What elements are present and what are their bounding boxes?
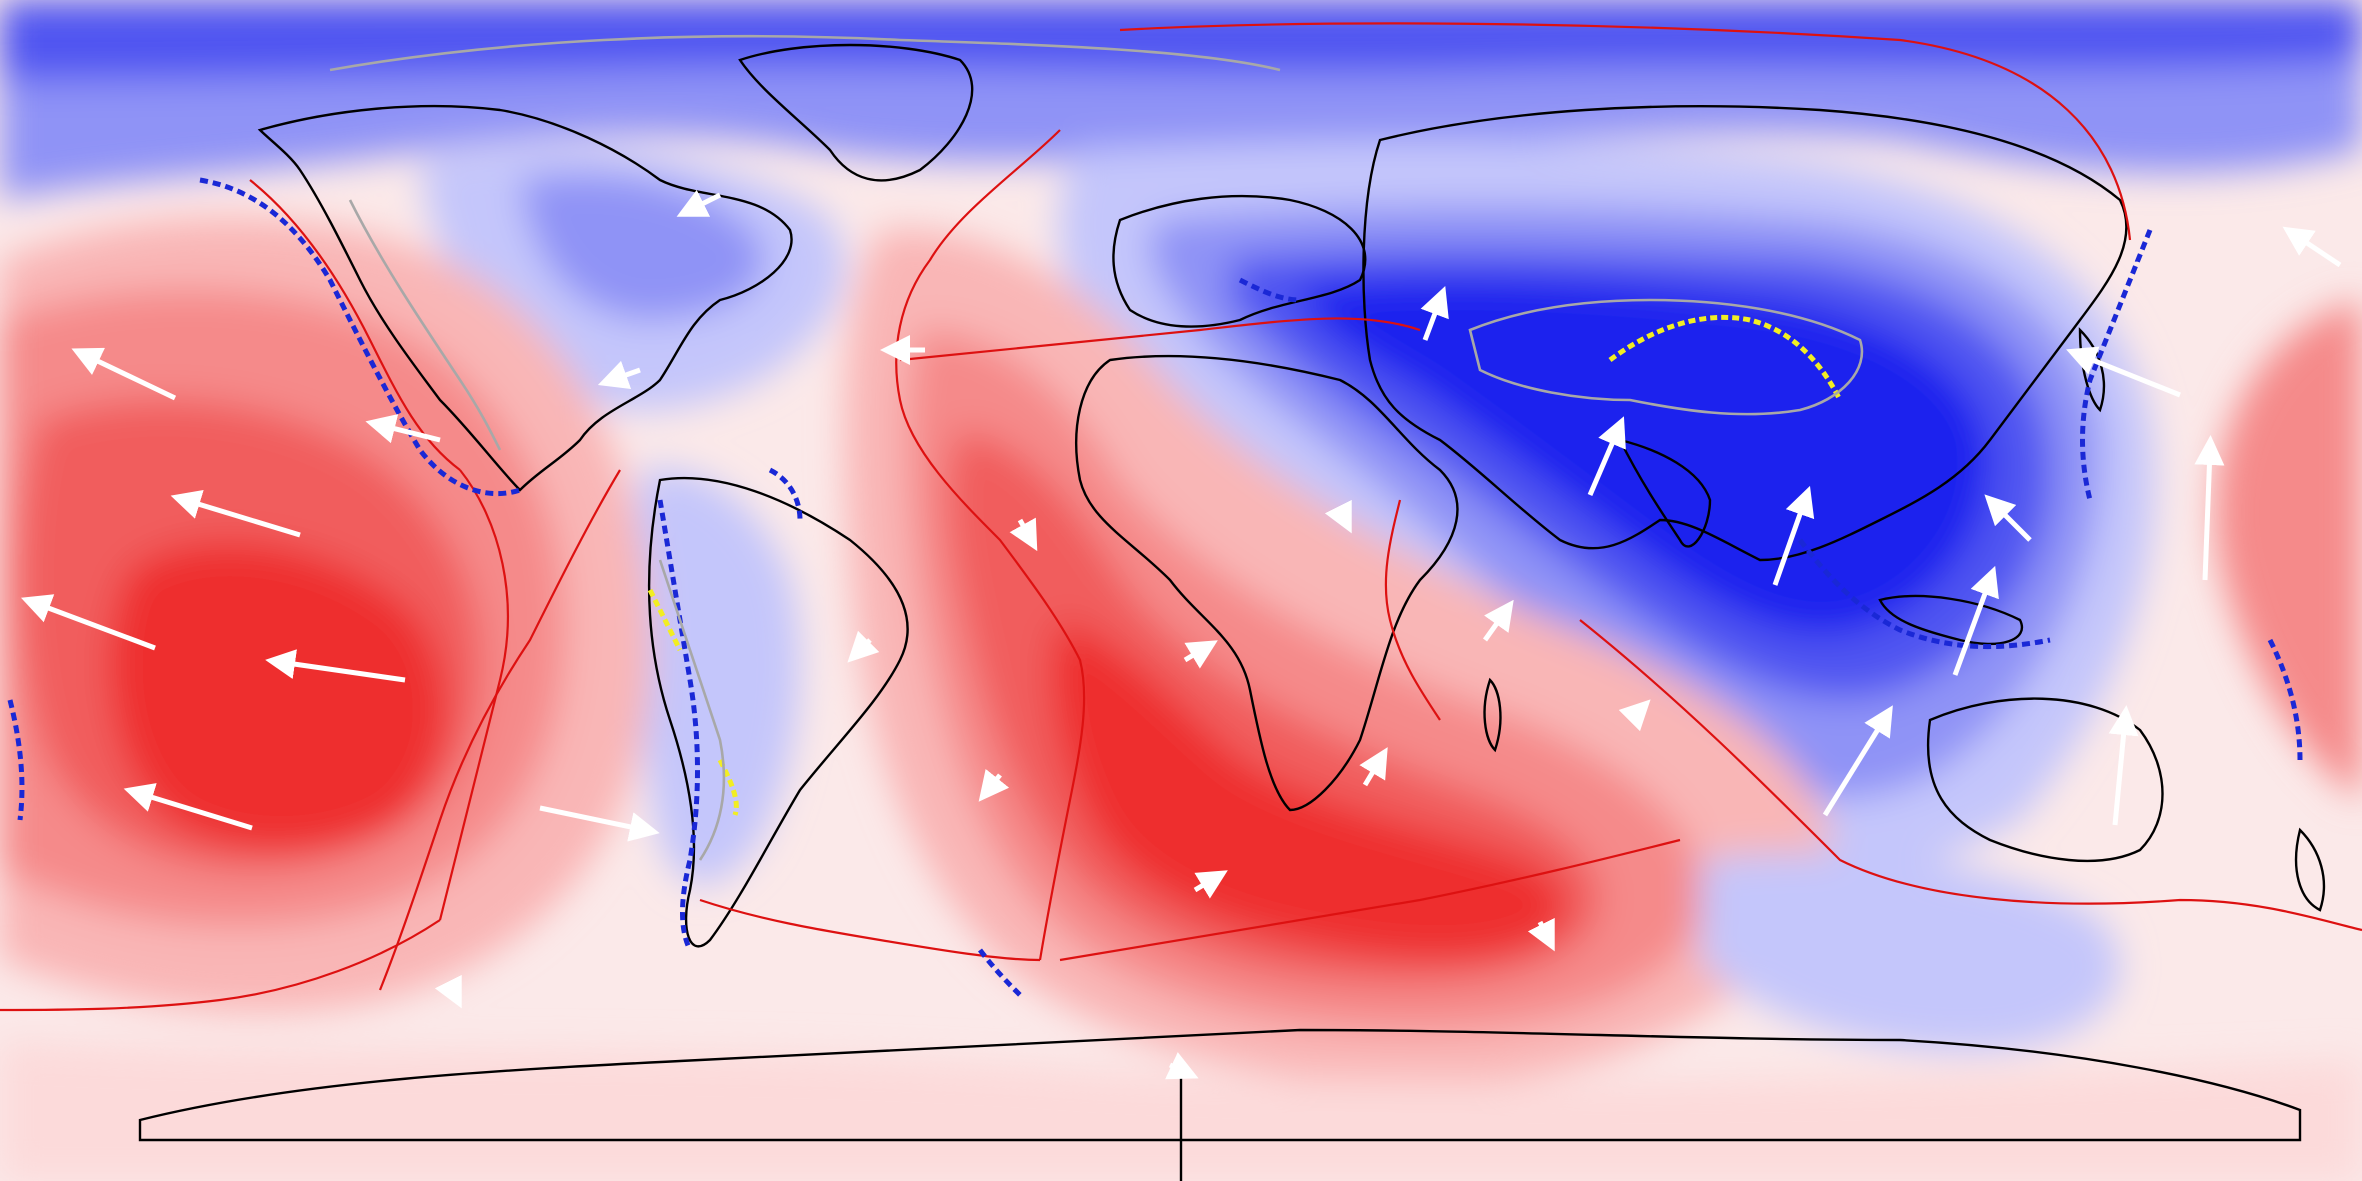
positive-anomaly-africa-core [1297,844,1422,880]
velocity-arrow [1822,705,1893,817]
velocity-arrow [597,360,641,390]
subduction-zones [7,177,2303,997]
velocity-arrow [1183,640,1218,669]
velocity-arrow [1952,565,1999,676]
positive-anomaly-africa-strong [1051,620,1565,959]
velocity-arrows [20,189,2342,1080]
coastline-north-america [257,104,793,492]
positive-anomaly-west-pacific-edge [2215,300,2362,800]
orogen-andes [658,559,726,861]
negative-anomaly-south-america [636,468,800,885]
velocity-arrow [2108,705,2139,826]
subduction-sunda [1798,538,2051,650]
velocity-arrow [434,974,462,1009]
alpine-himalayan-boundary [899,317,1421,362]
nazca-boundary [438,469,509,921]
collision-himalaya [1608,314,1843,402]
velocity-arrow [1193,870,1228,899]
velocity-arrow [2194,435,2225,581]
velocity-arrow [265,649,406,683]
subduction-caribbean [768,467,803,521]
subduction-west-edge [7,699,25,821]
coastline-europe [1112,194,1367,328]
coastline-indonesia [1878,594,2024,646]
mid-atlantic-ridge [895,129,1086,961]
coastline-greenland [738,43,974,182]
orogen-arctic [329,34,1281,72]
collision-andes-north [647,588,683,652]
subduction-scotia [978,948,1022,997]
velocity-arrow [1324,499,1352,534]
african-rift [1384,499,1441,721]
velocity-arrow [1482,599,1514,642]
coastlines [138,43,2326,1181]
southwest-indian-ridge [1059,838,1681,962]
east-pacific-rise [378,469,621,991]
coastline-madagascar [1483,677,1502,753]
velocity-arrow [1527,917,1555,952]
southeast-indian-ridge [1579,619,2362,932]
subduction-mediterranean [1238,277,1301,303]
velocity-arrow [2282,226,2342,268]
velocity-arrow [20,594,156,651]
orogen-cordillera [348,199,502,451]
velocity-arrow [1772,485,1815,586]
velocity-arrow [1984,494,2032,542]
velocity-arrow [1009,517,1038,552]
coastline-new-zealand [2294,827,2326,912]
velocity-arrow [539,805,660,842]
velocity-arrow [676,189,722,217]
coastline-antarctica [138,1028,2302,1142]
subduction-andes [657,499,700,952]
coastline-africa [1075,354,1459,812]
plate-boundaries [0,22,2362,1012]
positive-anomaly-pacific-strong [109,542,447,850]
velocity-arrow [71,347,177,401]
velocity-arrow [847,630,880,663]
velocity-arrow [170,490,301,538]
south-pacific-boundary [0,919,441,1012]
velocity-arrow [1165,1052,1199,1080]
velocity-arrow [2066,346,2181,398]
coastline-south-america [647,476,909,948]
orogen-tibet [1468,298,1864,416]
coastline-asia [1362,105,2128,562]
scotia-boundary [699,898,1041,962]
velocity-arrow [1618,699,1651,732]
coastline-india [1617,438,1712,548]
velocity-arrow [1420,285,1449,341]
negative-anomaly-north-top [0,0,2362,80]
orogen-outlines [329,34,1864,861]
north-pacific-boundary [1119,22,2132,241]
subduction-japan-kuril [2080,229,2153,501]
velocity-arrow [123,783,253,831]
velocity-arrow [1359,747,1388,787]
negative-anomaly-southeast [1700,852,2120,1052]
coastline-australia [1926,697,2164,863]
velocity-arrow [365,414,441,444]
subduction-aleutian-west-america [199,177,521,497]
subduction-tonga [2267,638,2303,761]
velocity-arrow [978,768,1010,802]
velocity-arrow [1587,416,1626,496]
